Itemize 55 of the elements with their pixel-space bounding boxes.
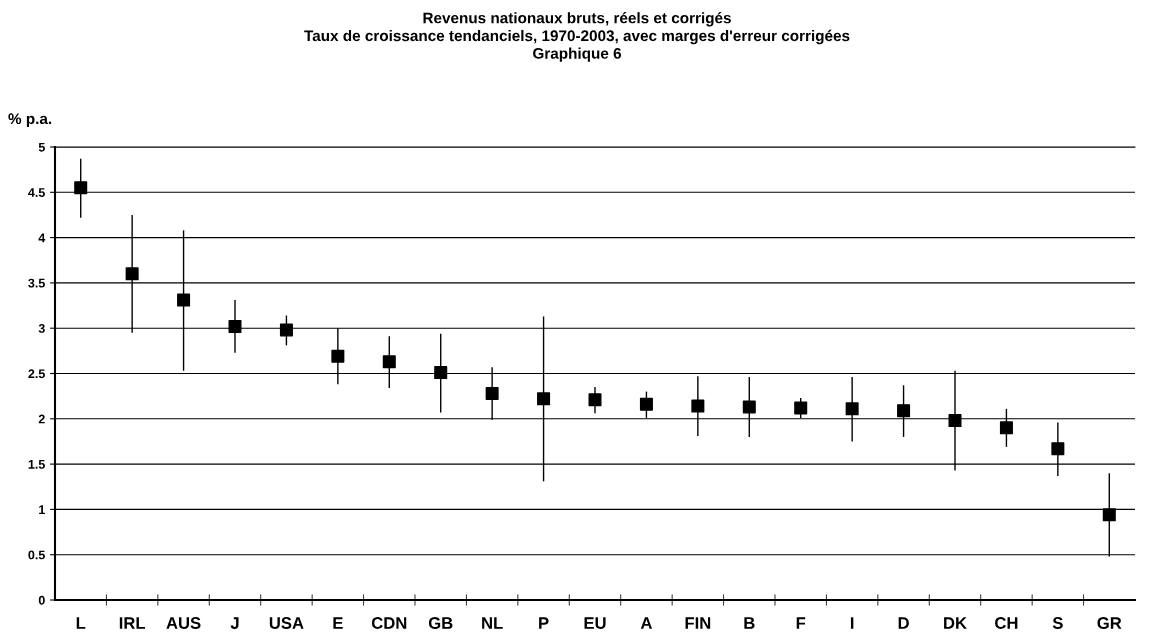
x-tick-label: E [333,617,343,629]
x-tick-label: J [230,617,239,629]
y-axis-title: % p.a. [8,113,52,128]
x-tick-label: F [796,617,806,629]
point [537,392,551,406]
point [434,366,448,380]
chart-title: Revenus nationaux bruts, réels et corrigés Taux de croissance tendanciels, 1970-2003, avec marges d'erreur corrigées Graphique 6 [304,12,850,62]
y-tick-label: 3 [38,324,45,333]
point [948,414,962,428]
y-tick-label: 4.5 [28,188,45,197]
y-tick-label: 4 [38,233,46,243]
x-tick-label: EU [584,617,606,629]
x-tick-label: GB [428,617,453,629]
x-tick-label: L [76,617,86,629]
point [331,349,345,363]
point [639,397,653,411]
point [691,399,705,413]
point [794,401,808,415]
y-tick-label: 1.5 [28,460,45,469]
point [742,400,756,414]
y-tick-label: 2 [38,414,45,424]
point [845,402,859,416]
point [228,319,242,333]
x-tick-label: FIN [685,617,711,629]
point [999,421,1013,435]
x-tick-label: AUS [166,617,201,629]
point [1051,442,1065,456]
y-tick-label: 0.5 [28,550,45,560]
point [382,355,396,369]
x-tick-label: IRL [119,617,146,629]
x-tick-label: GR [1097,617,1122,629]
x-tick-label: CH [995,617,1018,629]
point [1102,508,1116,522]
x-tick-label: NL [482,617,503,629]
y-tick-label: 5 [38,142,45,152]
x-tick-label: DK [944,617,967,629]
point [74,181,88,195]
point [279,323,293,337]
x-tick-label: CDN [371,617,407,629]
y-tick-label: 1 [39,505,45,514]
x-tick-label: I [850,617,854,629]
point [897,404,911,418]
x-tick-label: B [744,617,755,629]
y-tick-label: 2.5 [28,369,45,379]
x-tick-label: USA [269,617,304,629]
point [125,267,139,281]
x-tick-label: A [640,617,653,629]
y-tick-label: 3.5 [28,278,45,288]
x-tick-label: P [539,617,549,629]
x-tick-label: S [1052,617,1063,629]
x-tick-label: D [898,617,909,629]
point [485,386,499,400]
point [588,393,602,407]
point [177,293,191,307]
y-tick-label: 0 [38,595,45,605]
